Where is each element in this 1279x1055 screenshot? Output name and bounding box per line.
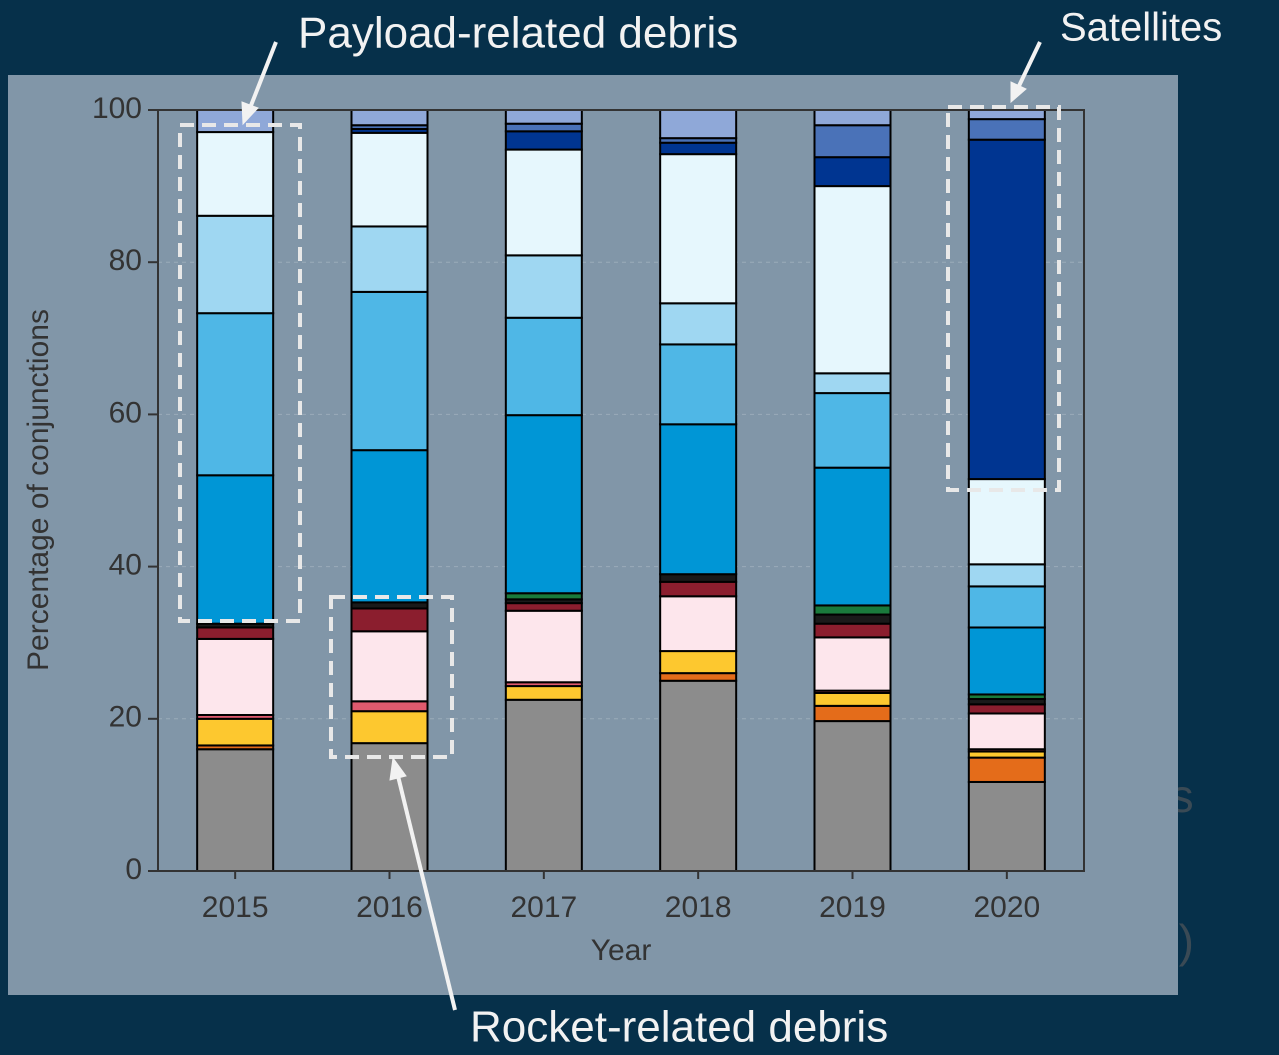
bar-segment [967, 585, 1046, 629]
bar-segment [350, 700, 429, 713]
bar-segment [350, 630, 429, 703]
bar-segment [504, 122, 583, 133]
plot-frame [157, 109, 1085, 872]
bar-segment [659, 153, 738, 305]
bar-segment [504, 602, 583, 612]
bar-segment [967, 756, 1046, 783]
bar-segment [504, 130, 583, 151]
bar-segment [350, 131, 429, 228]
x-tick-label: 2017 [510, 891, 577, 924]
y-tick-label: 100 [92, 92, 142, 125]
bar-segment [967, 780, 1046, 873]
bar-segment [813, 185, 892, 375]
bar-segment [504, 109, 583, 125]
bar-segment [350, 109, 429, 127]
bar-segment [967, 563, 1046, 588]
bar-segment [813, 372, 892, 395]
bar-segment [196, 214, 275, 315]
bar-segment [813, 720, 892, 873]
bar-segment [196, 748, 275, 872]
bar-segment [967, 626, 1046, 696]
bar-segment [196, 637, 275, 716]
bar-segment [659, 141, 738, 156]
satellites-box [946, 105, 1061, 492]
bar-segment [659, 672, 738, 682]
x-tick-label: 2015 [202, 891, 269, 924]
annotation: Satellites [1060, 6, 1222, 50]
y-tick-label: 80 [109, 244, 142, 277]
y-tick-label: 40 [109, 549, 142, 582]
bar-segment [659, 423, 738, 576]
bar-segment [967, 109, 1046, 121]
bar-segment [659, 650, 738, 675]
bar-segment [504, 316, 583, 417]
y-tick-label: 0 [125, 853, 142, 886]
bar-segment [196, 109, 275, 134]
bar-segment [504, 698, 583, 873]
annotation: Rocket-related debris [470, 1003, 888, 1052]
bar-segment [813, 691, 892, 707]
bar-segment [659, 343, 738, 426]
bar-segment [504, 685, 583, 701]
x-tick-label: 2016 [356, 891, 423, 924]
rocket-box [329, 595, 454, 759]
bar-segment [350, 607, 429, 633]
y-tick-label: 60 [109, 396, 142, 429]
x-axis-label: Year [591, 934, 652, 967]
bar-segment [196, 131, 275, 217]
bar-segment [813, 156, 892, 188]
bar-segment [350, 449, 429, 604]
bar-segment [967, 703, 1046, 715]
bar-segment [813, 466, 892, 607]
bar-segment [813, 124, 892, 159]
bar-segment [350, 290, 429, 452]
bar-segment [967, 118, 1046, 141]
bar-segment [504, 148, 583, 257]
annotation: Payload-related debris [298, 9, 738, 58]
bar-segment [813, 604, 892, 616]
x-tick-label: 2018 [665, 891, 732, 924]
bar-segment [504, 254, 583, 319]
bar-segment [813, 622, 892, 639]
bar-segment [967, 712, 1046, 751]
bar-segment [659, 679, 738, 872]
bar-segment [504, 609, 583, 684]
bar-segment [659, 109, 738, 140]
bar-segment [350, 225, 429, 293]
y-axis-label: Percentage of conjunctions [22, 309, 55, 671]
x-tick-label: 2019 [819, 891, 886, 924]
bar-segment [196, 717, 275, 747]
bar-segment [196, 626, 275, 640]
bar-segment [504, 414, 583, 595]
y-tick-label: 20 [109, 701, 142, 734]
bar-segment [813, 109, 892, 127]
bar-segment [659, 302, 738, 346]
bar-segment [813, 613, 892, 625]
bar-segment [967, 138, 1046, 481]
arrows [241, 41, 1042, 1011]
bar-segment [659, 595, 738, 653]
x-tick-label: 2020 [973, 891, 1040, 924]
bar-segment [196, 474, 275, 625]
bar-segment [659, 580, 738, 598]
bar-segment [813, 636, 892, 692]
bar-segment [350, 710, 429, 745]
bar-segment [196, 312, 275, 477]
bar-segment [813, 392, 892, 469]
bar-segment [813, 704, 892, 723]
bar-segment [659, 573, 738, 583]
